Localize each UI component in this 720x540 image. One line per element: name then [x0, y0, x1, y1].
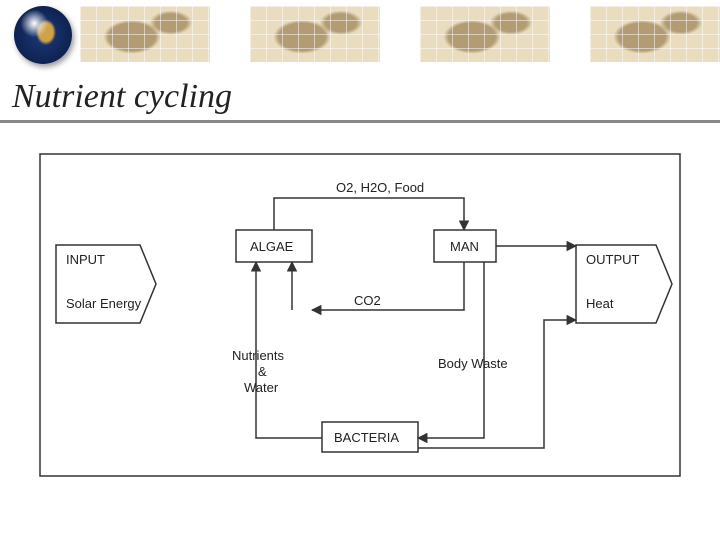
label-co2: CO2: [354, 293, 381, 308]
header-map-strip: [80, 6, 720, 62]
label-o2-h2o-food: O2, H2O, Food: [336, 180, 424, 195]
edge-bacteria-output: [418, 320, 576, 448]
output-sub: Heat: [586, 296, 614, 311]
slide-header: [0, 0, 720, 68]
label-nutrients: Nutrients: [232, 348, 285, 363]
edge-man-algae-co2: [312, 262, 464, 310]
bacteria-label: BACTERIA: [334, 430, 399, 445]
nutrient-cycle-diagram: INPUT Solar Energy OUTPUT Heat ALGAE MAN…: [36, 150, 684, 480]
node-input: INPUT Solar Energy: [56, 245, 156, 323]
node-bacteria: BACTERIA: [322, 422, 418, 452]
map-tile: [80, 6, 210, 62]
title-underline: [0, 120, 720, 123]
input-title: INPUT: [66, 252, 105, 267]
map-tile: [590, 6, 720, 62]
map-tile: [420, 6, 550, 62]
algae-label: ALGAE: [250, 239, 294, 254]
edge-man-bacteria: [418, 262, 484, 438]
diagram-frame: [40, 154, 680, 476]
node-algae: ALGAE: [236, 230, 312, 262]
man-label: MAN: [450, 239, 479, 254]
slide-title: Nutrient cycling: [12, 78, 232, 116]
label-amp: &: [258, 364, 267, 379]
edge-algae-man: [274, 198, 464, 230]
label-body-waste: Body Waste: [438, 356, 508, 371]
node-man: MAN: [434, 230, 496, 262]
output-title: OUTPUT: [586, 252, 640, 267]
label-water: Water: [244, 380, 279, 395]
globe-icon: [14, 6, 72, 64]
node-output: OUTPUT Heat: [576, 245, 672, 323]
map-tile: [250, 6, 380, 62]
input-sub: Solar Energy: [66, 296, 142, 311]
